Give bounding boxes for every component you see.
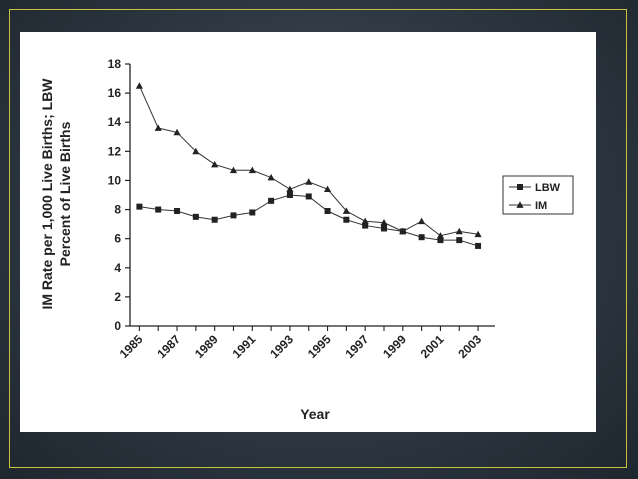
y-tick-label: 14: [108, 115, 122, 129]
data-point-lbw: [230, 212, 237, 219]
data-point-lbw: [418, 234, 425, 241]
data-point-lbw: [475, 242, 482, 249]
data-point-im: [342, 207, 350, 214]
legend-box: [502, 175, 574, 215]
data-point-lbw: [343, 216, 350, 223]
series-line-lbw: [139, 194, 479, 247]
legend-marker-im: [516, 201, 524, 208]
series-line-im: [138, 85, 479, 237]
y-tick-label: 0: [114, 319, 121, 333]
series-im: [135, 82, 482, 239]
data-point-im: [399, 227, 407, 235]
x-axis-title: Year: [300, 406, 330, 422]
data-point-lbw: [286, 192, 293, 198]
x-tick-label: 1991: [230, 332, 259, 361]
data-point-lbw: [192, 213, 199, 220]
data-point-im: [361, 217, 369, 225]
data-point-im: [154, 124, 162, 131]
chart-axes: [129, 64, 495, 327]
x-tick-label: 2003: [455, 332, 484, 361]
x-tick-label: 2001: [418, 332, 447, 361]
data-point-im: [211, 160, 219, 168]
y-tick-label: 18: [108, 57, 122, 71]
x-tick-label: 1987: [154, 332, 183, 361]
data-point-lbw: [174, 208, 181, 215]
data-point-im: [436, 232, 445, 239]
plot-series: [135, 82, 482, 249]
data-point-im: [323, 185, 332, 193]
x-tick-label: 1997: [343, 332, 372, 361]
x-tick-label: 1993: [267, 332, 296, 361]
x-tick-label: 1985: [117, 332, 146, 361]
series-lbw: [136, 192, 482, 249]
data-point-lbw: [155, 206, 162, 213]
data-point-im: [380, 219, 388, 226]
legend-label-im: IM: [535, 200, 547, 212]
data-point-im: [418, 217, 426, 225]
x-tick-label: 1999: [380, 332, 409, 361]
data-point-im: [267, 173, 275, 181]
data-point-lbw: [362, 222, 369, 229]
data-point-im: [286, 185, 294, 193]
data-point-lbw: [456, 237, 463, 244]
data-point-lbw: [211, 216, 218, 223]
x-axis-ticks: 1985 1987 1989 1991 1993 1995 1997 1999 2001 2003: [117, 326, 484, 361]
data-point-im: [173, 128, 181, 136]
x-tick-label: 1995: [305, 332, 334, 361]
y-axis-title-line-2: Percent of Live Births: [57, 121, 73, 266]
data-point-im: [229, 166, 238, 174]
x-tick-label: 1989: [192, 332, 221, 361]
y-axis-ticks: 0 2 4 6 8 10 12 14 16 18: [108, 57, 130, 333]
data-point-im: [248, 166, 256, 174]
data-point-lbw: [305, 193, 312, 200]
y-axis-title-line-1: IM Rate per 1,000 Live Births; LBW: [39, 78, 55, 310]
slide-frame: [9, 9, 627, 468]
y-tick-label: 12: [108, 144, 122, 158]
chart-panel: [20, 32, 596, 432]
y-tick-label: 2: [114, 290, 121, 304]
y-tick-label: 16: [108, 86, 122, 100]
data-point-lbw: [324, 208, 331, 215]
y-tick-label: 8: [114, 203, 121, 217]
data-point-lbw: [136, 203, 143, 210]
y-tick-label: 4: [114, 261, 121, 275]
y-tick-label: 10: [108, 173, 122, 187]
data-point-lbw: [380, 225, 387, 232]
data-point-im: [474, 230, 482, 238]
data-point-im: [305, 178, 313, 185]
data-point-lbw: [268, 197, 275, 204]
data-point-lbw: [249, 209, 256, 216]
data-point-lbw: [437, 237, 444, 244]
y-tick-label: 6: [114, 232, 121, 246]
data-point-im: [135, 82, 144, 89]
data-point-im: [192, 147, 200, 155]
legend-label-lbw: LBW: [535, 182, 561, 194]
legend: LBW IM: [502, 175, 574, 215]
legend-marker-lbw: [517, 184, 523, 190]
data-point-im: [455, 227, 463, 235]
